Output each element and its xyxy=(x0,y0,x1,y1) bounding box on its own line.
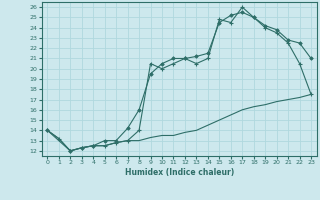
X-axis label: Humidex (Indice chaleur): Humidex (Indice chaleur) xyxy=(124,168,234,177)
